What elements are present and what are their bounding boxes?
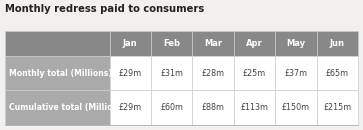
Bar bbox=[275, 90, 317, 125]
Text: £215m: £215m bbox=[323, 103, 351, 112]
Bar bbox=[5, 31, 110, 56]
Bar bbox=[275, 31, 317, 56]
Text: Cumulative total (Millions): Cumulative total (Millions) bbox=[9, 103, 126, 112]
Bar bbox=[5, 56, 110, 90]
Bar bbox=[151, 90, 192, 125]
Bar bbox=[110, 90, 151, 125]
Text: £88m: £88m bbox=[201, 103, 225, 112]
Text: £60m: £60m bbox=[160, 103, 183, 112]
Bar bbox=[192, 56, 234, 90]
Text: £150m: £150m bbox=[282, 103, 310, 112]
Bar bbox=[275, 56, 317, 90]
Bar bbox=[110, 56, 151, 90]
Text: £25m: £25m bbox=[243, 69, 266, 78]
Bar bbox=[5, 90, 110, 125]
Text: Monthly redress paid to consumers: Monthly redress paid to consumers bbox=[5, 4, 204, 14]
Bar bbox=[317, 31, 358, 56]
Bar bbox=[234, 31, 275, 56]
Text: £29m: £29m bbox=[119, 103, 142, 112]
Text: £113m: £113m bbox=[240, 103, 268, 112]
Text: Jun: Jun bbox=[330, 39, 345, 48]
Text: £31m: £31m bbox=[160, 69, 183, 78]
Bar bbox=[151, 56, 192, 90]
Text: Mar: Mar bbox=[204, 39, 222, 48]
Text: £28m: £28m bbox=[201, 69, 225, 78]
Text: Apr: Apr bbox=[246, 39, 263, 48]
Bar bbox=[192, 90, 234, 125]
Text: May: May bbox=[286, 39, 305, 48]
Text: £29m: £29m bbox=[119, 69, 142, 78]
Text: Monthly total (Millions): Monthly total (Millions) bbox=[9, 69, 111, 78]
Bar bbox=[110, 31, 151, 56]
Text: £37m: £37m bbox=[284, 69, 307, 78]
Bar bbox=[151, 31, 192, 56]
Text: £65m: £65m bbox=[326, 69, 349, 78]
Bar bbox=[234, 90, 275, 125]
Bar bbox=[317, 56, 358, 90]
Text: Jan: Jan bbox=[123, 39, 138, 48]
Text: Feb: Feb bbox=[163, 39, 180, 48]
Bar bbox=[234, 56, 275, 90]
Bar bbox=[317, 90, 358, 125]
Bar bbox=[192, 31, 234, 56]
